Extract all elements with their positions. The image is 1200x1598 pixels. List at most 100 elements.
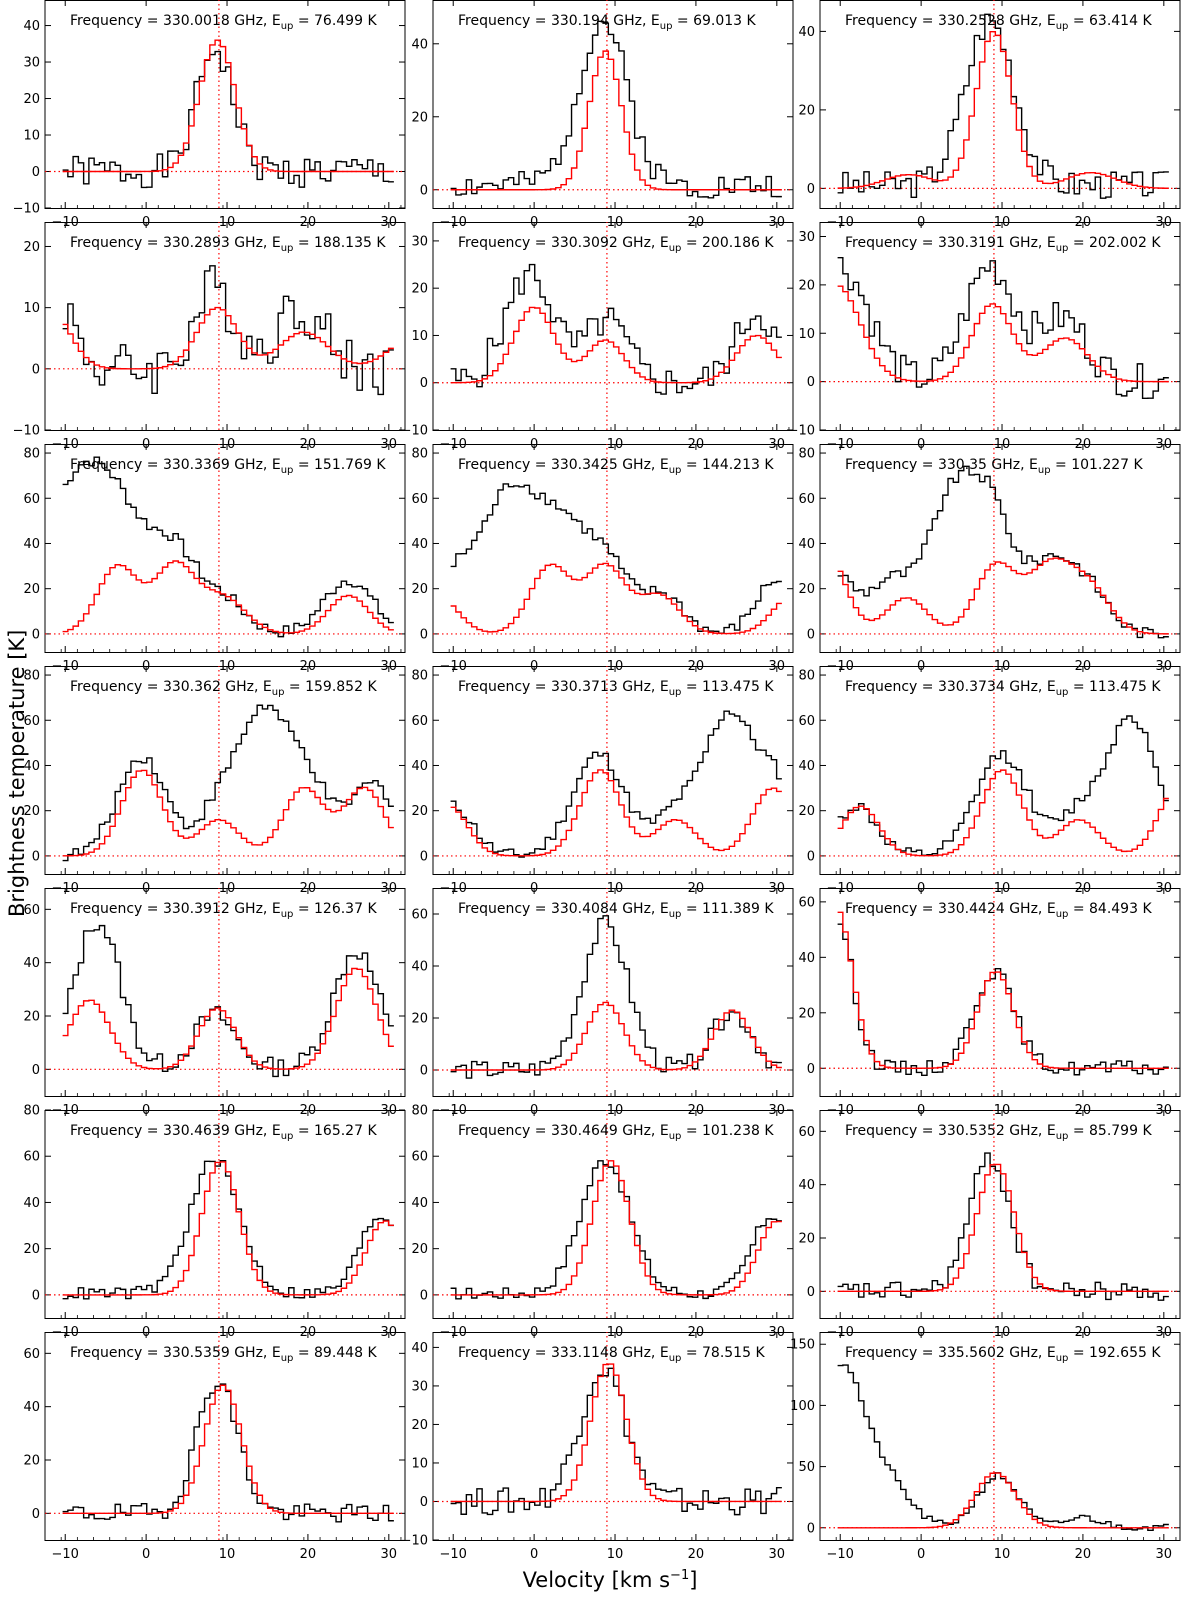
panel-frame	[432, 222, 794, 431]
y-tick-label: 80	[798, 669, 815, 684]
y-tick-label: 20	[23, 1010, 40, 1025]
y-tick-label: 20	[23, 92, 40, 107]
y-axis-label: Brightness temperature [K]	[5, 629, 29, 917]
observed-spectrum	[837, 1364, 1169, 1532]
y-tick-label: 20	[798, 582, 815, 597]
model-spectrum	[837, 911, 1169, 1069]
panel-frame	[44, 444, 406, 653]
y-tick-label: 80	[411, 447, 428, 462]
y-tick-label: 80	[411, 669, 428, 684]
y-tick-label: 40	[23, 19, 40, 34]
panel-frame	[432, 444, 794, 653]
y-tick-label: 40	[411, 537, 428, 552]
panel-title: Frequency = 330.3191 GHz, Eup = 202.002 …	[845, 235, 1161, 254]
model-spectrum	[837, 557, 1169, 635]
panel-title: Frequency = 330.5359 GHz, Eup = 89.448 K	[70, 1345, 377, 1364]
x-tick-label: 30	[769, 1547, 786, 1562]
y-tick-label: 20	[23, 1242, 40, 1257]
y-tick-label: 20	[411, 1242, 428, 1257]
model-spectrum	[837, 1472, 1169, 1529]
panel-frame	[432, 1110, 794, 1319]
observed-spectrum	[62, 50, 394, 189]
panel-title: Frequency = 330.3092 GHz, Eup = 200.186 …	[458, 235, 774, 254]
y-tick-label: 30	[23, 56, 40, 71]
x-tick-label: 20	[688, 1547, 705, 1562]
panel-title: Frequency = 330.3734 GHz, Eup = 113.475 …	[845, 679, 1161, 698]
y-tick-label: 50	[798, 1460, 815, 1475]
x-tick-label: 0	[530, 1547, 538, 1562]
x-tick-label: 30	[381, 1547, 398, 1562]
panel-title: Frequency = 330.194 GHz, Eup = 69.013 K	[458, 13, 757, 32]
y-tick-label: 60	[798, 895, 815, 910]
panel-title: Frequency = 330.5352 GHz, Eup = 85.799 K	[845, 1123, 1152, 1142]
panel-frame	[44, 222, 406, 431]
observed-spectrum	[62, 704, 394, 862]
y-tick-label: 60	[411, 1150, 428, 1165]
y-tick-label: 0	[807, 375, 815, 390]
y-tick-label: 10	[798, 327, 815, 342]
panel-title: Frequency = 330.4424 GHz, Eup = 84.493 K	[845, 901, 1152, 920]
y-tick-label: 60	[798, 1125, 815, 1140]
y-tick-label: 20	[798, 1006, 815, 1021]
x-tick-label: 0	[917, 1547, 925, 1562]
x-tick-label: 10	[219, 1547, 236, 1562]
y-tick-label: 0	[807, 1062, 815, 1077]
panel-frame	[819, 222, 1181, 431]
y-tick-label: 10	[23, 129, 40, 144]
y-tick-label: 40	[798, 951, 815, 966]
y-tick-label: 40	[23, 1196, 40, 1211]
y-tick-label: 0	[807, 1521, 815, 1536]
y-tick-label: 60	[411, 714, 428, 729]
y-tick-label: 40	[411, 759, 428, 774]
panel-title: Frequency = 330.4084 GHz, Eup = 111.389 …	[458, 901, 774, 920]
panel-frame	[44, 0, 406, 209]
y-tick-label: 0	[32, 627, 40, 642]
x-axis-label-main: Velocity [km s	[522, 1568, 671, 1592]
x-tick-label: 20	[300, 1547, 317, 1562]
y-tick-label: 20	[23, 240, 40, 255]
panel-title: Frequency = 330.3369 GHz, Eup = 151.769 …	[70, 457, 386, 476]
model-spectrum	[62, 967, 394, 1070]
y-tick-label: 0	[420, 849, 428, 864]
model-spectrum	[450, 769, 782, 857]
model-spectrum	[450, 1363, 782, 1503]
observed-spectrum	[450, 710, 782, 858]
model-spectrum	[450, 1001, 782, 1071]
panel-title: Frequency = 330.3912 GHz, Eup = 126.37 K	[70, 901, 377, 920]
observed-spectrum	[62, 265, 394, 396]
y-tick-label: 0	[32, 1507, 40, 1522]
y-tick-label: 40	[798, 537, 815, 552]
y-tick-label: 0	[32, 165, 40, 180]
x-axis-label-exponent: −1	[670, 1568, 690, 1583]
x-tick-label: 0	[142, 1547, 150, 1562]
y-tick-label: 40	[411, 1196, 428, 1211]
observed-spectrum	[450, 915, 782, 1079]
x-tick-label: 30	[1156, 1547, 1173, 1562]
observed-spectrum	[62, 1159, 394, 1300]
panel-frame	[819, 444, 1181, 653]
y-tick-label: 20	[411, 1012, 428, 1027]
y-tick-label: 0	[32, 1063, 40, 1078]
y-tick-label: 60	[411, 908, 428, 923]
y-tick-label: 60	[23, 1150, 40, 1165]
y-tick-label: 20	[23, 582, 40, 597]
y-tick-label: 0	[420, 1064, 428, 1079]
model-spectrum	[62, 306, 394, 370]
panel-frame	[432, 666, 794, 875]
y-tick-label: 30	[411, 1379, 428, 1394]
observed-spectrum	[62, 924, 394, 1078]
y-tick-label: 0	[807, 182, 815, 197]
panel-title: Frequency = 330.35 GHz, Eup = 101.227 K	[845, 457, 1144, 476]
y-tick-label: 40	[411, 1341, 428, 1356]
y-tick-label: −10	[788, 424, 815, 439]
y-tick-label: 0	[807, 627, 815, 642]
panel-frame	[432, 0, 794, 209]
